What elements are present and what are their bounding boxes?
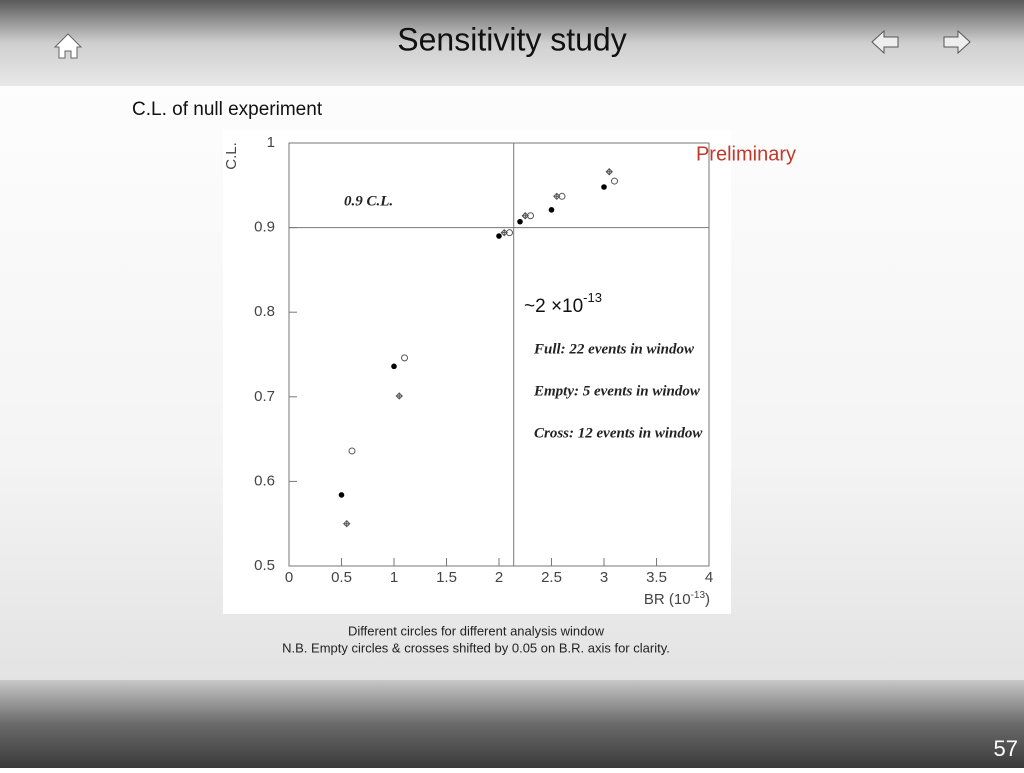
x-tick-label: 1.5	[436, 569, 457, 586]
prev-button[interactable]	[871, 29, 899, 55]
point	[343, 519, 351, 528]
y-tick-label: 1	[267, 134, 275, 151]
subtitle: C.L. of null experiment	[132, 99, 323, 120]
x-tick-label: 0.5	[331, 569, 352, 586]
annotation: 0.9 C.L.	[344, 193, 393, 209]
legend-entry: Full: 22 events in window	[533, 341, 695, 357]
y-tick-label: 0.9	[254, 219, 275, 236]
stamp: Preliminary	[696, 143, 796, 165]
point	[496, 233, 502, 239]
legend-entry: Cross: 12 events in window	[534, 425, 703, 441]
point	[500, 228, 508, 237]
y-tick-label: 0.5	[254, 557, 275, 574]
estimate-text: ~2 ×10	[524, 296, 583, 317]
y-tick-label: 0.8	[254, 303, 275, 320]
point	[521, 212, 529, 220]
x-tick-label: 3.5	[646, 569, 667, 586]
footer	[0, 680, 1024, 768]
point	[391, 363, 397, 370]
x-label-suffix: )	[705, 591, 710, 608]
point	[548, 207, 555, 213]
point	[601, 184, 607, 190]
x-axis-label: BR (10-13)	[644, 590, 710, 608]
y-tick-label: 0.6	[254, 472, 275, 489]
point	[611, 177, 618, 185]
x-tick-label: 3	[600, 569, 608, 586]
x-tick-label: 4	[705, 569, 713, 586]
next-button[interactable]	[943, 29, 971, 55]
estimate-exponent: -13	[583, 290, 602, 305]
caption: Different circles for different analysis…	[348, 623, 605, 638]
home-button[interactable]	[53, 33, 83, 59]
header	[0, 0, 1024, 86]
point	[517, 218, 523, 225]
x-label-exponent: -13	[691, 590, 706, 601]
y-tick-label: 0.7	[254, 388, 275, 405]
point	[348, 447, 356, 455]
x-label-text: BR (10	[644, 591, 691, 608]
point	[338, 492, 345, 498]
legend-entry: Empty: 5 events in window	[533, 383, 701, 399]
y-axis-label: C.L.	[223, 142, 240, 170]
page-number: 57	[994, 736, 1018, 761]
x-tick-label: 1	[390, 569, 398, 586]
chart-panel	[223, 130, 731, 614]
slide-title: Sensitivity study	[397, 21, 626, 57]
point	[553, 192, 561, 201]
x-tick-label: 0	[285, 569, 293, 586]
point	[401, 354, 408, 362]
x-tick-label: 2	[495, 569, 503, 586]
x-tick-label: 2.5	[541, 569, 562, 586]
point	[395, 392, 403, 400]
estimate: ~2 ×10-13	[524, 290, 602, 317]
caption: N.B. Empty circles & crosses shifted by …	[282, 640, 670, 655]
point	[605, 168, 613, 176]
